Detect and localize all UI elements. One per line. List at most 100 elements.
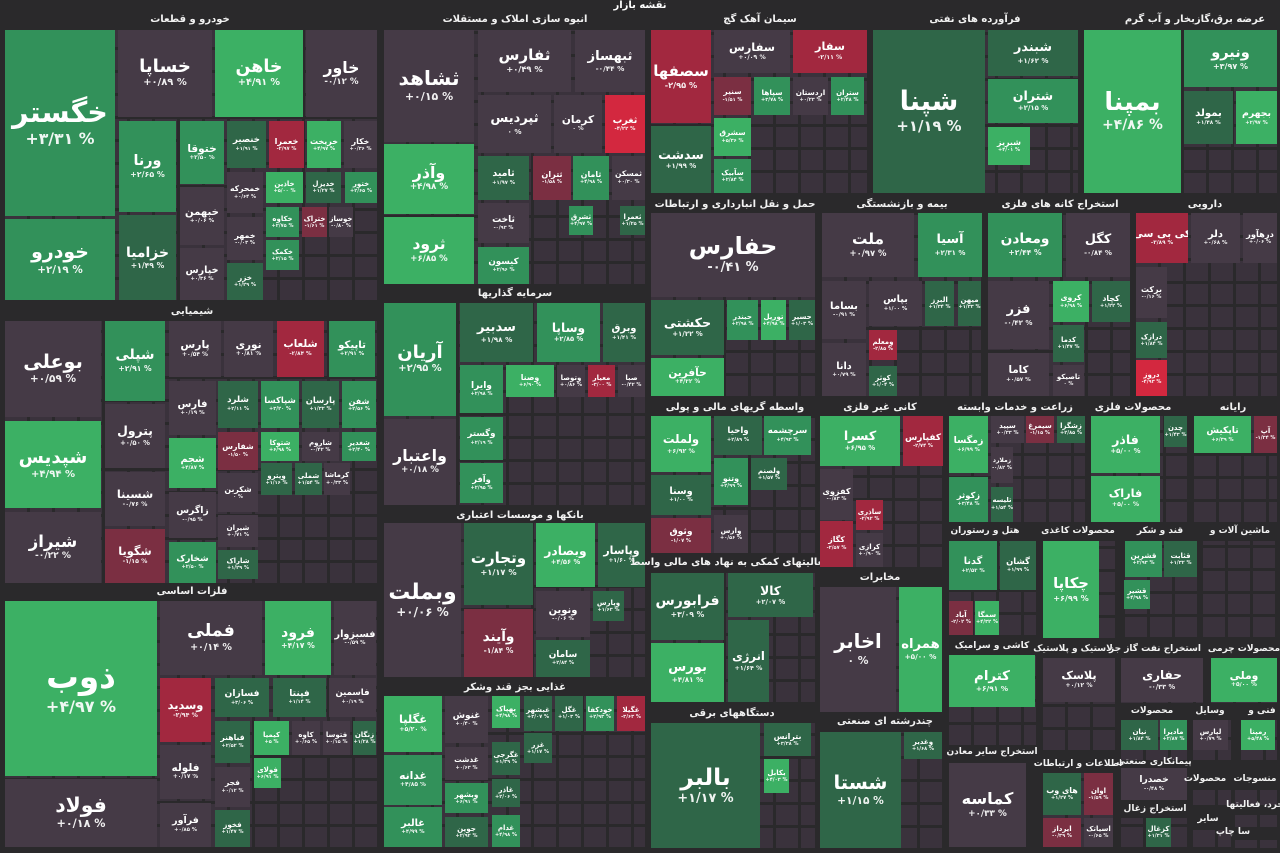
stock-tile[interactable]: شاروم -۰/۴۲ % — [302, 432, 339, 461]
stock-tile[interactable]: تاپکیش +۶/۳۹ % — [1194, 416, 1251, 453]
stock-tile[interactable]: فخوز +۱/۴۷ % — [215, 810, 250, 847]
stock-tile[interactable]: وسنا +۱/۰۰ % — [651, 475, 711, 515]
stock-tile[interactable]: خاذین +۵/۰۰ % — [266, 172, 303, 203]
stock-tile[interactable]: همراه +۵/۰۰ % — [899, 587, 942, 712]
stock-tile[interactable]: شیراز -۰/۲۲ % — [5, 512, 101, 583]
stock-tile[interactable]: آباد -۲/۰۲ % — [949, 601, 973, 635]
stock-tile[interactable]: اسیاتک -۰/۶۵ % — [1084, 818, 1113, 847]
stock-tile[interactable]: حفاری -۰/۳۳ % — [1121, 658, 1203, 702]
stock-tile[interactable]: شتوکا +۶/۹۸ % — [261, 432, 299, 461]
stock-tile[interactable]: خزر +۱/۲۹ % — [227, 263, 263, 300]
stock-tile[interactable]: ختوقا +۲/۵۰ % — [180, 121, 224, 184]
stock-tile[interactable]: فاسمین +۰/۱۹ % — [329, 678, 376, 717]
stock-tile[interactable]: ذوب +۴/۹۷ % — [5, 601, 157, 776]
stock-tile[interactable]: خودرو +۲/۱۹ % — [5, 219, 115, 300]
stock-tile[interactable]: وآذر +۴/۹۸ % — [384, 144, 474, 214]
stock-tile[interactable]: تاپیکو +۲/۹۱ % — [329, 321, 375, 377]
stock-tile[interactable]: ثغرب -۴/۲۲ % — [605, 95, 645, 153]
stock-tile[interactable]: خاهن +۴/۹۱ % — [215, 30, 303, 117]
stock-tile[interactable]: غدام +۴/۹۸ % — [492, 815, 520, 847]
stock-tile[interactable]: فولای +۶/۹۱ % — [254, 758, 281, 788]
stock-tile[interactable]: شجم +۴/۸۷ % — [169, 438, 216, 488]
stock-tile[interactable]: سرچشمه +۴/۹۳ % — [764, 416, 811, 455]
stock-tile[interactable]: خگستر +۳/۳۱ % — [5, 30, 115, 216]
stock-tile[interactable]: ثبهساز -۰/۴۴ % — [575, 30, 645, 92]
stock-tile[interactable]: سامان +۲/۸۴ % — [536, 640, 590, 677]
stock-tile[interactable]: کماسه +۰/۳۳ % — [949, 763, 1026, 847]
stock-tile[interactable]: خاور -۰/۱۲ % — [306, 30, 377, 117]
stock-tile[interactable]: آسیا +۲/۳۱ % — [918, 213, 982, 277]
stock-tile[interactable]: ولملت +۶/۹۲ % — [651, 416, 711, 472]
stock-tile[interactable]: غالبر +۴/۹۹ % — [384, 807, 442, 847]
stock-tile[interactable]: ایرداز -۰/۳۹ % — [1043, 818, 1081, 847]
stock-tile[interactable]: کسرا +۶/۹۵ % — [820, 416, 900, 466]
stock-tile[interactable]: لپارس +۰/۷۹ % — [1193, 720, 1228, 750]
stock-tile[interactable]: نوری +۰/۸۱ % — [224, 321, 273, 377]
stock-tile[interactable]: فسازان +۳/۰۶ % — [215, 678, 269, 717]
stock-tile[interactable]: گشان +۱/۹۹ % — [1000, 541, 1036, 590]
stock-tile[interactable]: فزر -۰/۴۲ % — [988, 281, 1049, 349]
stock-tile[interactable]: فپنتا +۱/۱۴ % — [273, 678, 326, 717]
stock-tile[interactable]: زنگان +۱/۲۸ % — [353, 721, 376, 755]
stock-tile[interactable]: کرماشا +۰/۳۳ % — [324, 463, 350, 495]
stock-tile[interactable]: واحیا +۲/۸۹ % — [714, 416, 762, 455]
stock-tile[interactable]: خساپا +۰/۸۹ % — [118, 30, 212, 117]
stock-tile[interactable]: چکاپا +۶/۹۹ % — [1043, 541, 1099, 638]
stock-tile[interactable]: تلیسه +۱/۵۴ % — [991, 487, 1013, 522]
stock-tile[interactable]: کی بی سی-۳/۸۹ % — [1136, 213, 1188, 263]
stock-tile[interactable]: فرابورس +۳/۰۹ % — [651, 573, 724, 640]
stock-tile[interactable]: خعمرا -۲/۹۷ % — [269, 121, 304, 168]
stock-tile[interactable]: شملی +۱/۵۴ % — [295, 463, 322, 495]
stock-tile[interactable]: نیان +۱/۸۴ % — [1121, 720, 1158, 750]
stock-tile[interactable]: ثشاهد +۰/۱۵ % — [384, 30, 474, 142]
stock-tile[interactable]: تاصیکو ۰ % — [1053, 365, 1084, 396]
stock-tile[interactable]: شپاکسا +۳/۲۰ % — [261, 381, 299, 428]
stock-tile[interactable]: اوان -۱/۵۹ % — [1084, 773, 1113, 815]
stock-tile[interactable]: معیار -۳/۰۰ % — [588, 365, 615, 397]
stock-tile[interactable]: خصدرا -۰/۴۸ % — [1121, 768, 1187, 800]
stock-tile[interactable]: سفار -۲/۱۱ % — [793, 30, 867, 73]
stock-tile[interactable]: آپ -۱/۳۴ % — [1254, 416, 1277, 453]
stock-tile[interactable]: شفارس -۱/۵۰ % — [218, 432, 258, 470]
stock-tile[interactable]: فلوله +۰/۱۷ % — [160, 745, 211, 799]
stock-tile[interactable]: صبا -۰/۴۲ % — [618, 365, 645, 397]
stock-tile[interactable]: وگستر +۲/۱۹ % — [460, 417, 503, 460]
stock-tile[interactable]: ثامید +۱/۹۷ % — [478, 156, 529, 200]
stock-tile[interactable]: ستران +۲/۴۸ % — [831, 77, 864, 115]
stock-tile[interactable]: سمگا +۴/۳۲ % — [975, 601, 999, 635]
stock-tile[interactable]: بهپاک +۴/۹۸ % — [492, 696, 520, 728]
stock-tile[interactable]: سپاها +۳/۷۸ % — [754, 77, 790, 115]
stock-tile[interactable]: خمهر -۰/۰۳ % — [227, 217, 263, 260]
stock-tile[interactable]: خکار +۰/۳۶ % — [344, 121, 377, 168]
stock-tile[interactable]: های وب +۱/۲۷ % — [1043, 773, 1081, 815]
stock-tile[interactable]: شلعاب -۲/۸۴ % — [277, 321, 324, 377]
stock-tile[interactable]: کدما +۱/۴۷ % — [1053, 325, 1084, 362]
stock-tile[interactable]: ورنا +۲/۶۵ % — [119, 121, 176, 212]
stock-tile[interactable]: فسبزوار -۰/۵۹ % — [334, 601, 376, 675]
stock-tile[interactable]: وبشهر +۶/۹۱ % — [445, 783, 488, 813]
stock-tile[interactable]: اخابر ۰ % — [820, 587, 896, 712]
stock-tile[interactable]: اردستان +۰/۲۳ % — [793, 77, 828, 115]
stock-tile[interactable]: ثرود +۶/۸۵ % — [384, 217, 474, 284]
stock-tile[interactable]: شگویا -۱/۱۵ % — [105, 529, 165, 583]
stock-tile[interactable]: بجهرم +۲/۹۷ % — [1236, 91, 1277, 144]
stock-tile[interactable]: غنوش +۰/۴۰ % — [445, 696, 488, 743]
stock-tile[interactable]: گدنا +۲/۵۳ % — [949, 541, 997, 590]
stock-tile[interactable]: غدشت +۰/۶۳ % — [445, 747, 488, 780]
stock-tile[interactable]: شفن +۲/۵۶ % — [342, 381, 376, 428]
stock-tile[interactable]: وسدید -۲/۹۴ % — [160, 678, 211, 742]
stock-tile[interactable]: زملارد -۰/۸۲ % — [991, 447, 1013, 483]
stock-tile[interactable]: غدانه +۴/۸۵ % — [384, 755, 442, 805]
stock-tile[interactable]: درازک +۱/۸۴ % — [1136, 322, 1167, 358]
stock-tile[interactable]: کاما +۰/۵۷ % — [988, 353, 1049, 396]
stock-tile[interactable]: رمپنا +۵/۴۸ % — [1241, 720, 1275, 750]
stock-tile[interactable]: سآبیک +۲/۸۴ % — [714, 159, 751, 193]
stock-tile[interactable]: پلاسک +۰/۱۲ % — [1043, 658, 1115, 702]
stock-tile[interactable]: فاراک +۵/۰۰ % — [1091, 476, 1160, 522]
stock-tile[interactable]: ونوین -۰/۰۶ % — [536, 591, 590, 637]
stock-tile[interactable]: پترول +۰/۵۰ % — [105, 404, 165, 468]
stock-tile[interactable]: ونیرو +۳/۹۷ % — [1184, 30, 1277, 87]
stock-tile[interactable]: شپدیس +۴/۹۴ % — [5, 421, 101, 508]
stock-tile[interactable]: قثابت +۱/۳۲ % — [1164, 541, 1197, 577]
stock-tile[interactable]: وساپا +۲/۸۵ % — [537, 303, 600, 362]
